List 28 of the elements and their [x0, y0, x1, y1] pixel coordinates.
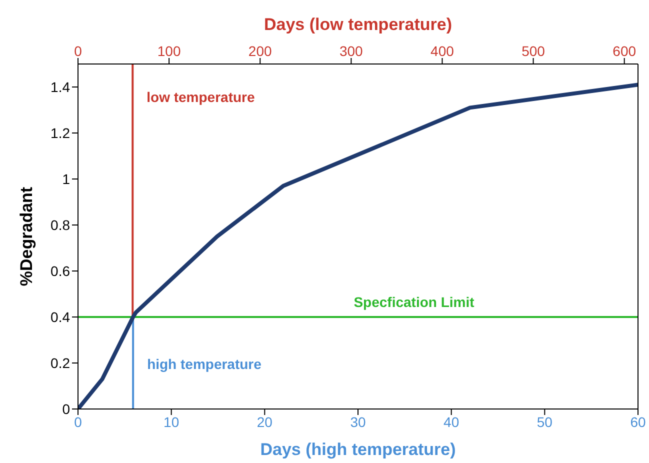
x2-tick-label: 200	[248, 43, 272, 59]
y-tick-label: 0.4	[50, 308, 70, 325]
x2-tick-label: 400	[430, 43, 454, 59]
x2-tick-label: 500	[522, 43, 546, 59]
y-tick-label: 0.2	[50, 354, 70, 371]
y-tick-label: 1.4	[50, 78, 70, 95]
ref-line-label: low temperature	[146, 89, 255, 105]
ref-line-label: high temperature	[147, 356, 262, 372]
y-axis-title: %Degradant	[17, 186, 36, 286]
x2-axis-title: Days (low temperature)	[264, 15, 452, 34]
y-tick-label: 0.8	[50, 216, 70, 233]
ref-line-label: Specfication Limit	[354, 294, 475, 310]
x-tick-label: 10	[164, 414, 180, 430]
x-tick-label: 40	[444, 414, 460, 430]
y-tick-label: 1.2	[50, 124, 70, 141]
x2-tick-label: 100	[157, 43, 181, 59]
x2-tick-label: 600	[612, 43, 636, 59]
x-tick-label: 20	[256, 414, 273, 430]
y-tick-label: 0	[62, 400, 70, 417]
y-tick-label: 1	[62, 170, 70, 187]
x-tick-label: 50	[536, 414, 553, 430]
x2-tick-label: 300	[339, 43, 364, 59]
x2-tick-label: 0	[74, 43, 82, 59]
x-tick-label: 60	[630, 414, 646, 430]
x-tick-label: 0	[74, 414, 82, 430]
x-tick-label: 30	[350, 414, 366, 430]
x-axis-title: Days (high temperature)	[260, 440, 456, 459]
y-tick-label: 0.6	[50, 262, 70, 279]
